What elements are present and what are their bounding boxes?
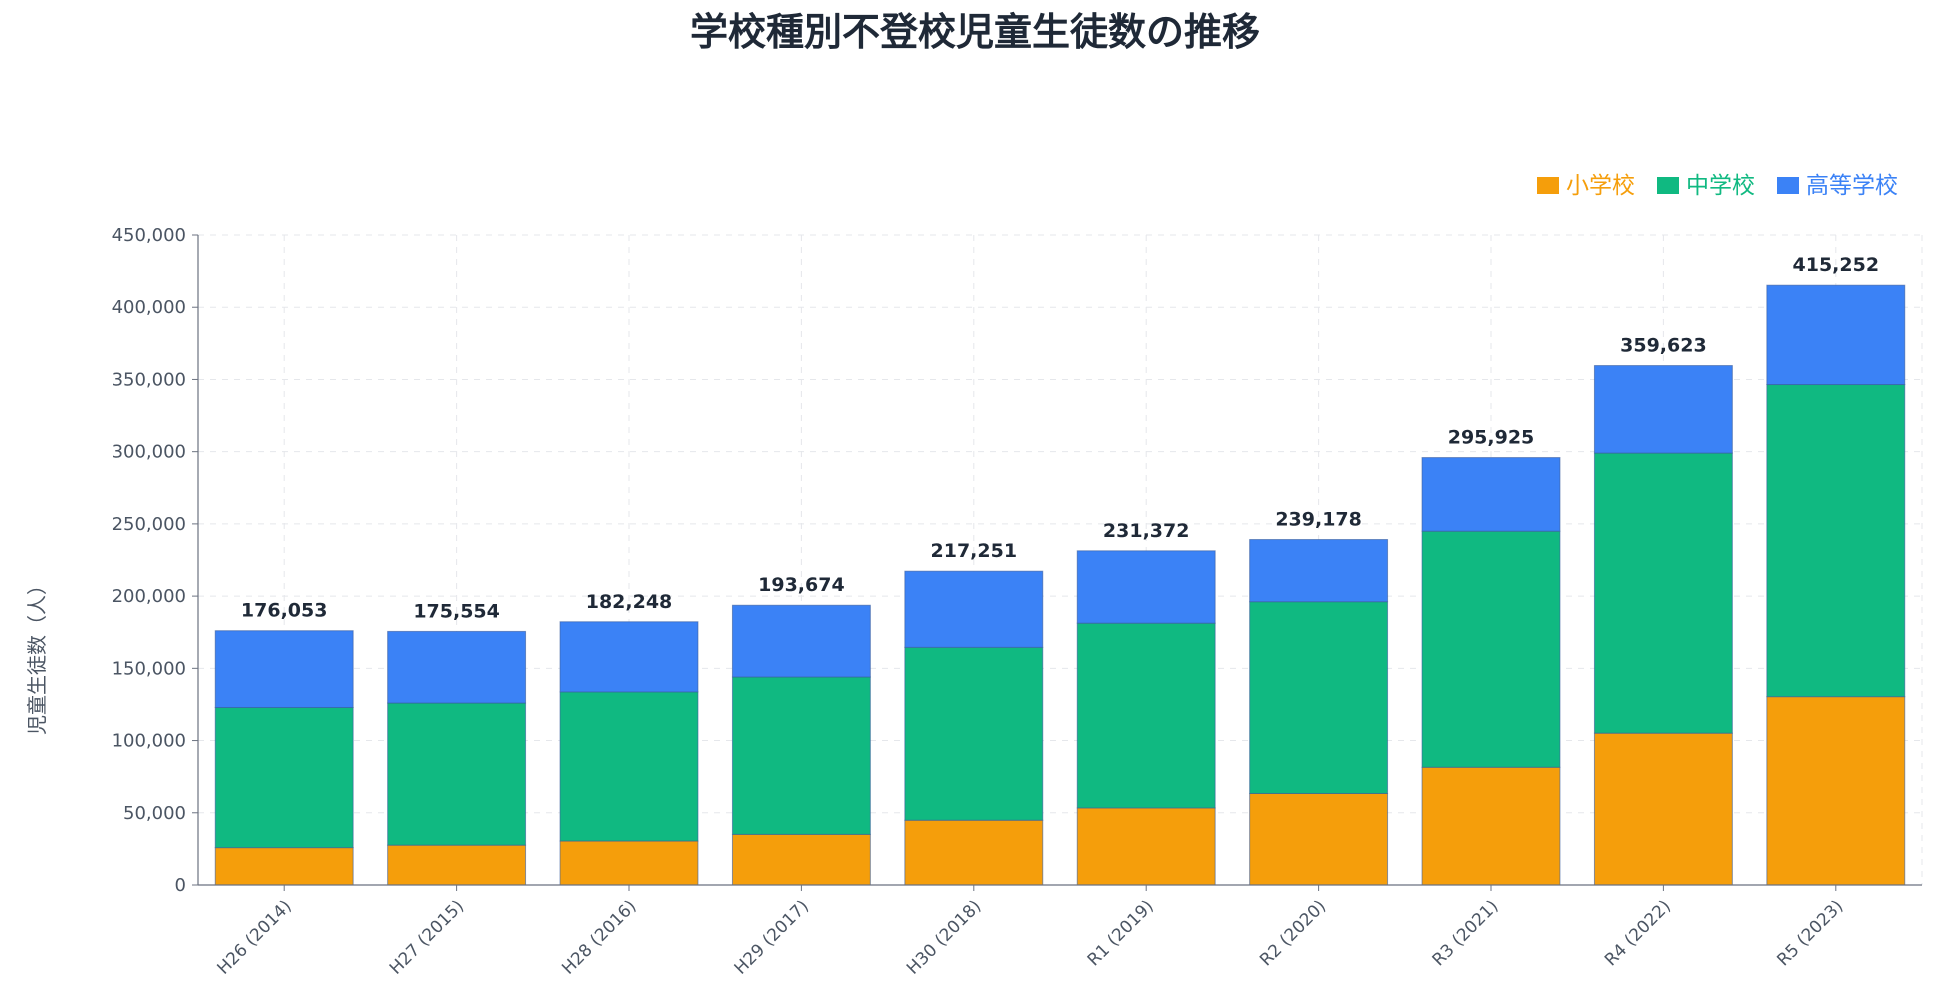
x-tick-label: R5 (2023) <box>1773 896 1847 970</box>
x-tick-label: H30 (2018) <box>903 896 985 978</box>
bar-segment-high-school <box>387 630 527 704</box>
x-tick-label: H27 (2015) <box>386 896 468 978</box>
x-tick-label: R3 (2021) <box>1429 896 1503 970</box>
legend-item: 中学校 <box>1657 173 1755 199</box>
bar-segment-junior-high <box>904 646 1044 821</box>
y-tick-label: 300,000 <box>112 442 186 463</box>
bar-segment-elementary <box>904 819 1044 886</box>
bar-segment-junior-high <box>214 706 354 849</box>
bar-total-label: 176,053 <box>241 600 328 622</box>
bar-segment-junior-high <box>559 691 699 842</box>
bar-segment-elementary <box>214 847 354 886</box>
y-tick-label: 150,000 <box>112 658 186 679</box>
bar-total-label: 231,372 <box>1103 520 1190 542</box>
bar-segment-elementary <box>1766 696 1906 886</box>
bar-total-label: 239,178 <box>1275 509 1362 531</box>
bar-segment-high-school <box>1593 365 1733 454</box>
bar-segment-high-school <box>904 570 1044 648</box>
bar-segment-junior-high <box>387 702 527 846</box>
bar-segment-elementary <box>1421 766 1561 886</box>
bar-total-label: 193,674 <box>758 574 845 596</box>
x-tick-label: H28 (2016) <box>558 896 640 978</box>
total-labels: 176,053 175,554 182,248 193,674 217,251 231,3… <box>241 254 1879 622</box>
bar-segment-high-school <box>559 621 699 693</box>
y-tick-label: 400,000 <box>112 297 186 318</box>
x-tick-label: H26 (2014) <box>213 896 295 978</box>
bar-segment-high-school <box>731 604 871 678</box>
y-tick-label: 350,000 <box>112 369 186 390</box>
x-tick-label: H29 (2017) <box>731 896 813 978</box>
bar-total-label: 182,248 <box>586 591 673 613</box>
legend: 小学校 中学校 高等学校 <box>1537 173 1898 199</box>
legend-label: 小学校 <box>1566 173 1635 199</box>
bar-segment-high-school <box>1076 550 1216 624</box>
bar-total-label: 295,925 <box>1448 427 1535 449</box>
x-tick-label: R4 (2022) <box>1601 896 1675 970</box>
bar-total-label: 175,554 <box>413 600 500 622</box>
legend-item: 高等学校 <box>1777 173 1898 199</box>
bar-segment-high-school <box>1249 539 1389 603</box>
x-tick-label: R1 (2019) <box>1084 896 1158 970</box>
legend-label: 中学校 <box>1686 173 1755 199</box>
y-tick-label: 50,000 <box>123 803 186 824</box>
bar-segment-junior-high <box>1076 622 1216 809</box>
legend-swatch <box>1777 177 1799 194</box>
bar-segment-elementary <box>559 840 699 886</box>
y-tick-label: 100,000 <box>112 731 186 752</box>
bar-segment-elementary <box>731 833 871 886</box>
bar-total-label: 415,252 <box>1793 254 1880 276</box>
y-tick-label: 250,000 <box>112 514 186 535</box>
y-axis-label: 児童生徒数（人） <box>25 575 49 735</box>
bar-segment-elementary <box>1593 732 1733 886</box>
legend-item: 小学校 <box>1537 173 1635 199</box>
bar-segment-junior-high <box>1766 384 1906 698</box>
y-tick-label: 0 <box>175 875 186 896</box>
bar-segment-elementary <box>1076 807 1216 886</box>
x-tick-label: R2 (2020) <box>1256 896 1330 970</box>
bar-segment-junior-high <box>1249 601 1389 794</box>
legend-swatch <box>1657 177 1679 194</box>
bar-segment-elementary <box>387 844 527 886</box>
legend-swatch <box>1537 177 1559 194</box>
bar-segment-elementary <box>1249 792 1389 886</box>
legend-label: 高等学校 <box>1806 173 1898 199</box>
bar-total-label: 359,623 <box>1620 335 1707 357</box>
bar-segment-high-school <box>1421 457 1561 532</box>
bar-segment-junior-high <box>731 676 871 835</box>
bar-total-label: 217,251 <box>931 540 1018 562</box>
y-tick-label: 200,000 <box>112 586 186 607</box>
bar-segment-high-school <box>214 630 354 708</box>
bar-segment-high-school <box>1766 284 1906 386</box>
bar-segment-junior-high <box>1421 530 1561 768</box>
y-tick-label: 450,000 <box>112 225 186 246</box>
chart-title: 学校種別不登校児童生徒数の推移 <box>690 10 1260 54</box>
bars <box>214 284 1906 886</box>
bar-segment-junior-high <box>1593 452 1733 734</box>
